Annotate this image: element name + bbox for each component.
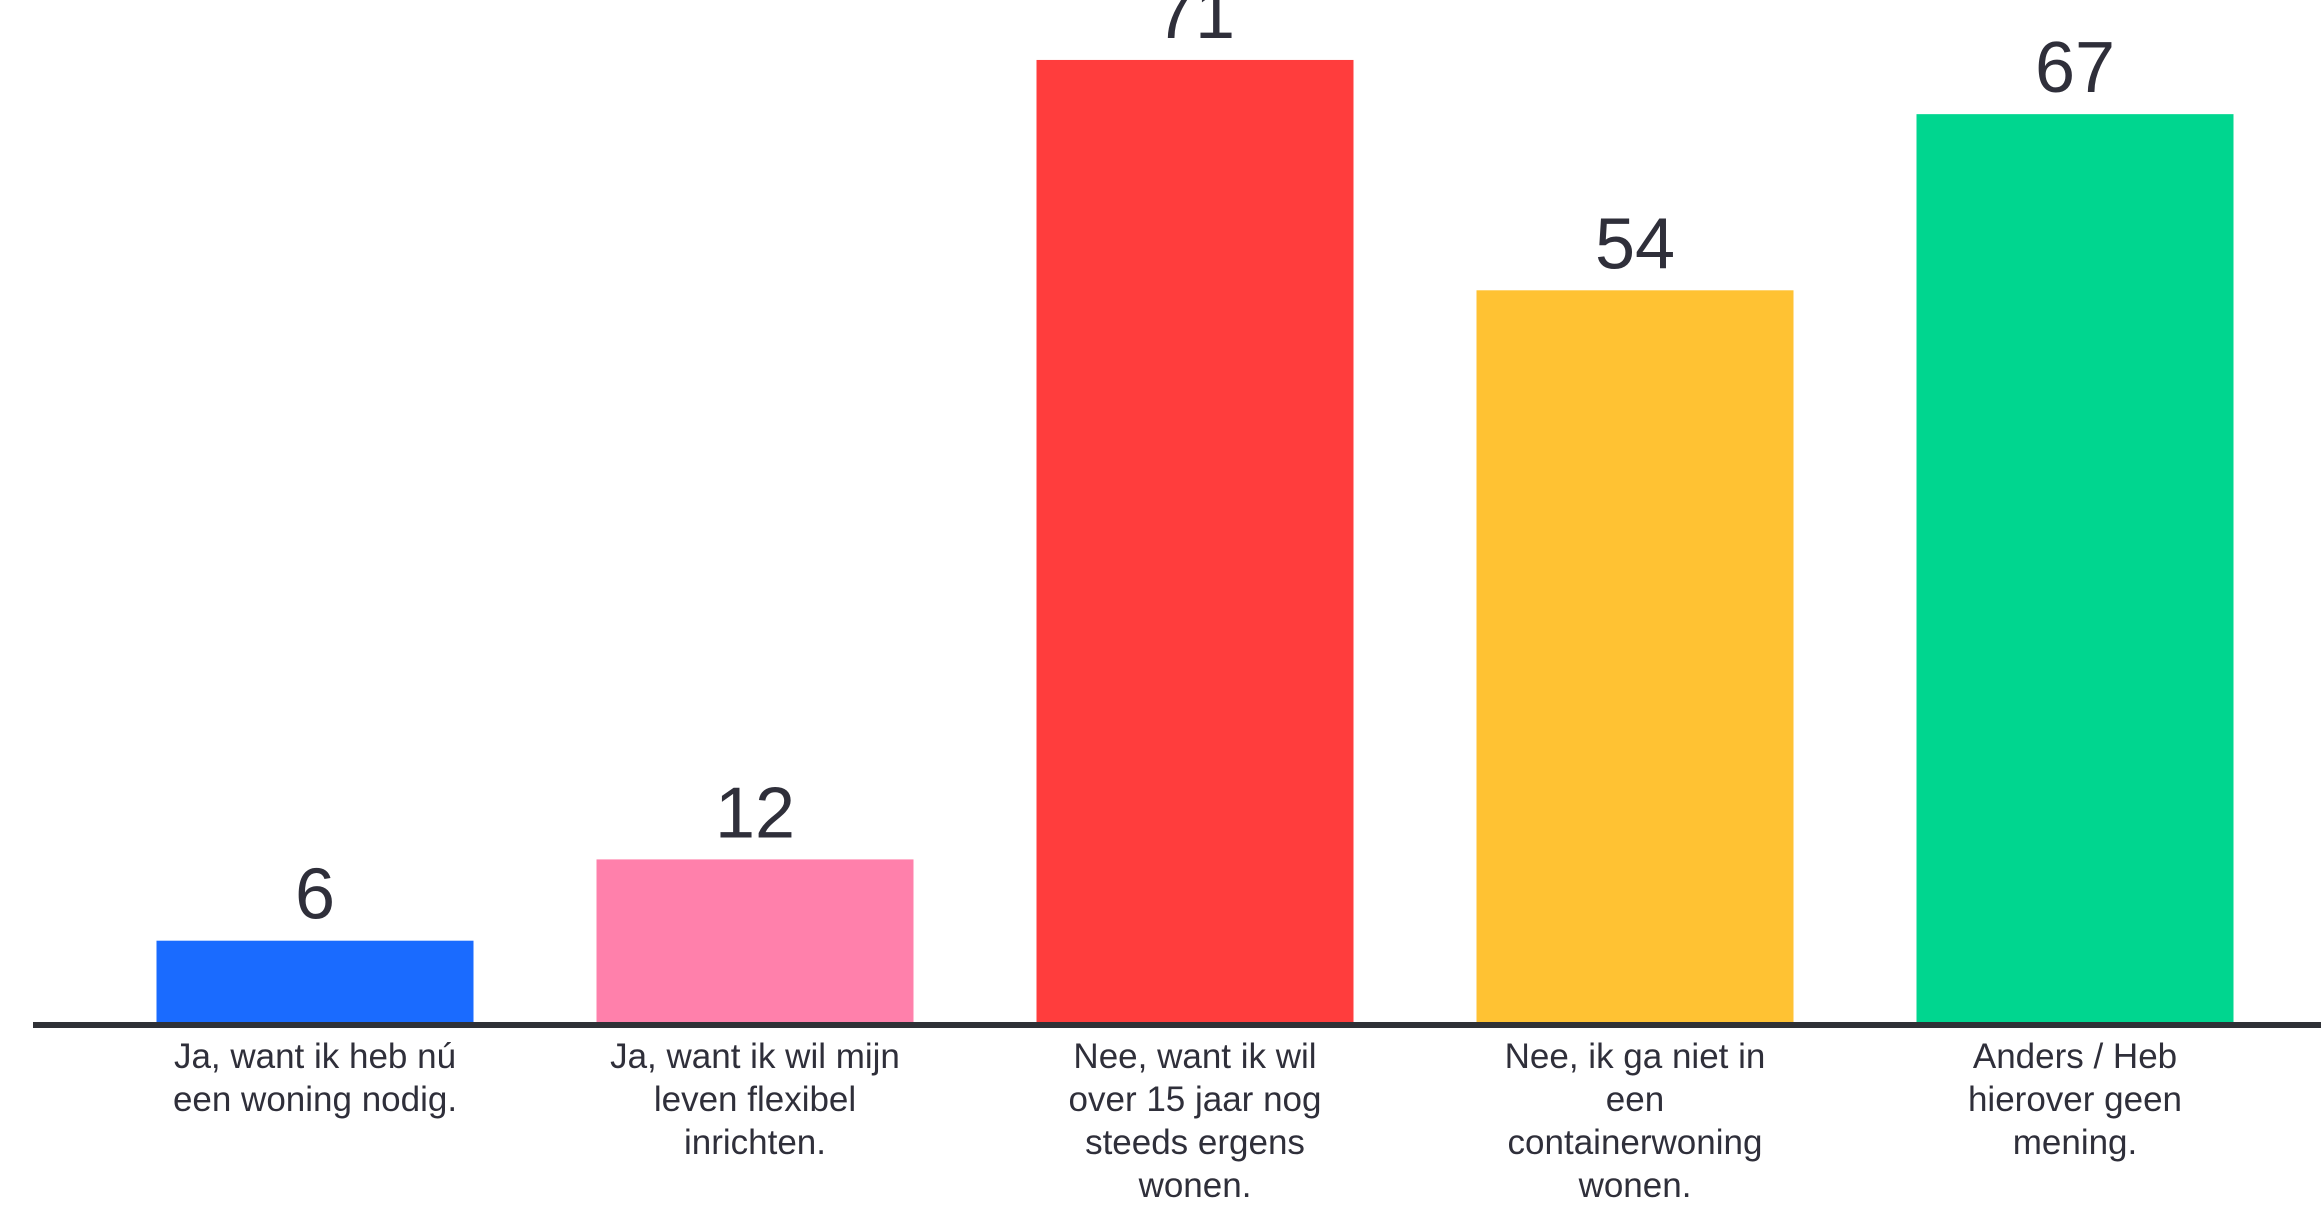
category-labels-group: Ja, want ik heb nú een woning nodig.Ja, w… — [173, 1037, 2182, 1205]
category-label-3-line-3: steeds ergens — [1085, 1123, 1305, 1162]
category-label-2: Ja, want ik wil mijn leven flexibel inrich… — [610, 1037, 900, 1162]
category-label-3-line-4: wonen. — [1138, 1166, 1252, 1205]
category-label-4-line-3: containerwoning — [1508, 1123, 1763, 1162]
category-label-2-line-3: inrichten. — [684, 1123, 826, 1162]
category-label-5-line-1: Anders / Heb — [1973, 1037, 2177, 1076]
category-label-3-line-2: over 15 jaar nog — [1069, 1080, 1322, 1119]
bar-3 — [1036, 59, 1354, 1022]
category-label-4: Nee, ik ga niet in een containerwoning wone… — [1505, 1037, 1766, 1205]
bars-group — [156, 59, 2234, 1022]
value-label-4: 54 — [1595, 204, 1675, 284]
category-label-5-line-2: hierover geen — [1968, 1080, 2182, 1119]
value-label-1: 6 — [295, 855, 335, 935]
bar-2 — [596, 859, 914, 1022]
bar-1 — [156, 940, 474, 1022]
category-label-4-line-4: wonen. — [1578, 1166, 1692, 1205]
category-label-1-line-1: Ja, want ik heb nú — [174, 1037, 456, 1076]
value-labels-group: 6 12 71 54 67 — [295, 0, 2115, 935]
category-label-5-line-3: mening. — [2013, 1123, 2138, 1162]
category-label-4-line-2: een — [1606, 1080, 1664, 1119]
category-label-3-line-1: Nee, want ik wil — [1073, 1037, 1316, 1076]
value-label-5: 67 — [2035, 28, 2115, 108]
value-label-2: 12 — [715, 773, 795, 853]
category-label-3: Nee, want ik wil over 15 jaar nog steeds e… — [1069, 1037, 1322, 1205]
bar-5 — [1916, 114, 2234, 1022]
category-label-1: Ja, want ik heb nú een woning nodig. — [173, 1037, 457, 1119]
category-label-2-line-1: Ja, want ik wil mijn — [610, 1037, 900, 1076]
value-label-3: 71 — [1155, 0, 1235, 54]
bar-4 — [1476, 290, 1794, 1022]
category-label-5: Anders / Heb hierover geen mening. — [1968, 1037, 2182, 1162]
category-label-1-line-2: een woning nodig. — [173, 1080, 457, 1119]
category-label-2-line-2: leven flexibel — [654, 1080, 856, 1119]
category-label-4-line-1: Nee, ik ga niet in — [1505, 1037, 1766, 1076]
